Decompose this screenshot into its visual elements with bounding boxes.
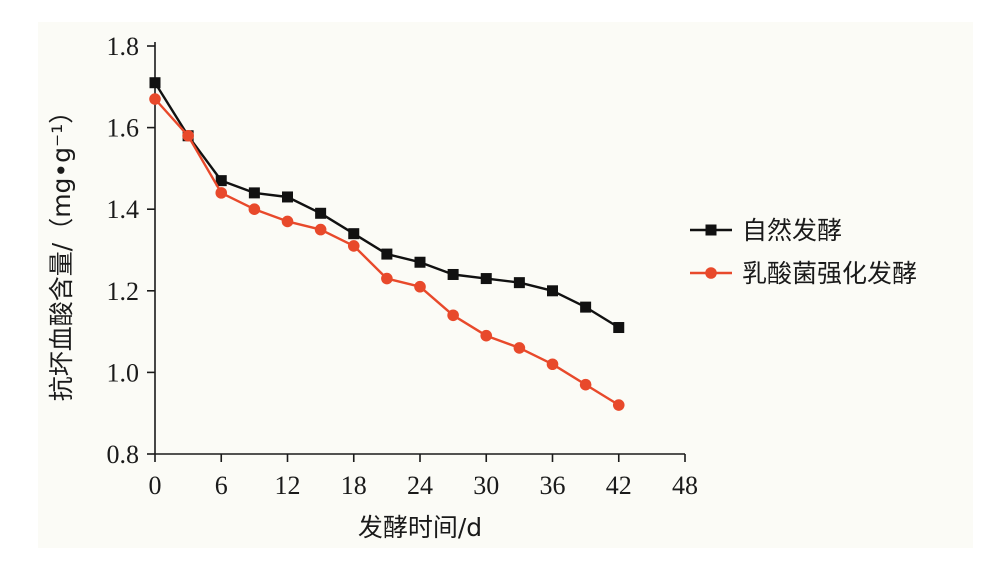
- data-point: [547, 285, 558, 297]
- data-point: [381, 248, 393, 260]
- x-tick-label: 24: [407, 471, 433, 500]
- axes: [154, 42, 685, 455]
- data-point: [149, 77, 161, 89]
- data-point: [447, 309, 459, 322]
- x-tick-label: 18: [341, 471, 367, 500]
- y-tick-label: 0.8: [107, 440, 140, 469]
- x-tick-label: 30: [473, 471, 499, 500]
- x-axis-title: 发酵时间/d: [358, 513, 482, 542]
- data-point: [447, 268, 459, 280]
- legend-item: 乳酸菌强化发酵: [690, 259, 917, 288]
- data-point: [149, 93, 161, 105]
- x-tick-label: 12: [275, 471, 301, 500]
- x-tick-label: 42: [606, 471, 632, 500]
- y-tick-label: 1.4: [107, 195, 140, 224]
- legend-label: 乳酸菌强化发酵: [742, 259, 917, 288]
- data-point: [579, 378, 592, 391]
- y-axis-title: 抗坏血酸含量/（mg•g⁻¹）: [47, 99, 76, 401]
- series-1: [149, 77, 625, 334]
- x-tick-label: 6: [215, 471, 228, 500]
- x-axis-ticks: 0 6 12 18 24 30 36 42 48: [149, 454, 698, 500]
- data-point: [612, 399, 625, 411]
- data-point: [215, 175, 227, 187]
- data-point: [480, 329, 493, 342]
- data-point: [248, 203, 261, 215]
- data-point: [613, 322, 625, 334]
- data-point: [546, 358, 559, 371]
- x-tick-label: 0: [149, 471, 162, 500]
- y-tick-label: 1.0: [107, 358, 140, 387]
- data-point: [381, 272, 393, 285]
- legend-label: 自然发酵: [742, 216, 842, 245]
- chart-figure: 0.8 1.0 1.2 1.4 1.6 1.8 0 6 12 18 24 30 36 42 48 发酵时间…: [38, 22, 973, 548]
- data-point: [182, 129, 194, 142]
- data-point: [480, 273, 492, 285]
- line-chart: 0.8 1.0 1.2 1.4 1.6 1.8 0 6 12 18 24 30 36 42 48 发酵时间…: [47, 32, 917, 542]
- data-point: [282, 191, 293, 203]
- data-point: [414, 256, 426, 268]
- legend-item: 自然发酵: [690, 216, 842, 245]
- data-point: [215, 187, 228, 199]
- legend-marker: [705, 267, 717, 279]
- data-point: [314, 223, 327, 236]
- series-group: [149, 77, 625, 411]
- data-point: [347, 240, 360, 252]
- data-point: [513, 342, 526, 354]
- data-point: [580, 301, 592, 313]
- x-tick-label: 36: [540, 471, 566, 500]
- legend-marker: [705, 224, 717, 236]
- data-point: [513, 277, 525, 289]
- data-point: [248, 187, 260, 199]
- data-point: [348, 228, 360, 240]
- data-point: [315, 207, 327, 219]
- y-axis-ticks: 0.8 1.0 1.2 1.4 1.6 1.8: [107, 32, 155, 469]
- data-point: [281, 215, 294, 228]
- y-tick-label: 1.6: [107, 114, 140, 143]
- x-tick-label: 48: [672, 471, 698, 500]
- series-2: [149, 93, 625, 411]
- y-tick-label: 1.8: [107, 32, 140, 61]
- data-point: [414, 280, 426, 293]
- y-tick-label: 1.2: [107, 277, 140, 306]
